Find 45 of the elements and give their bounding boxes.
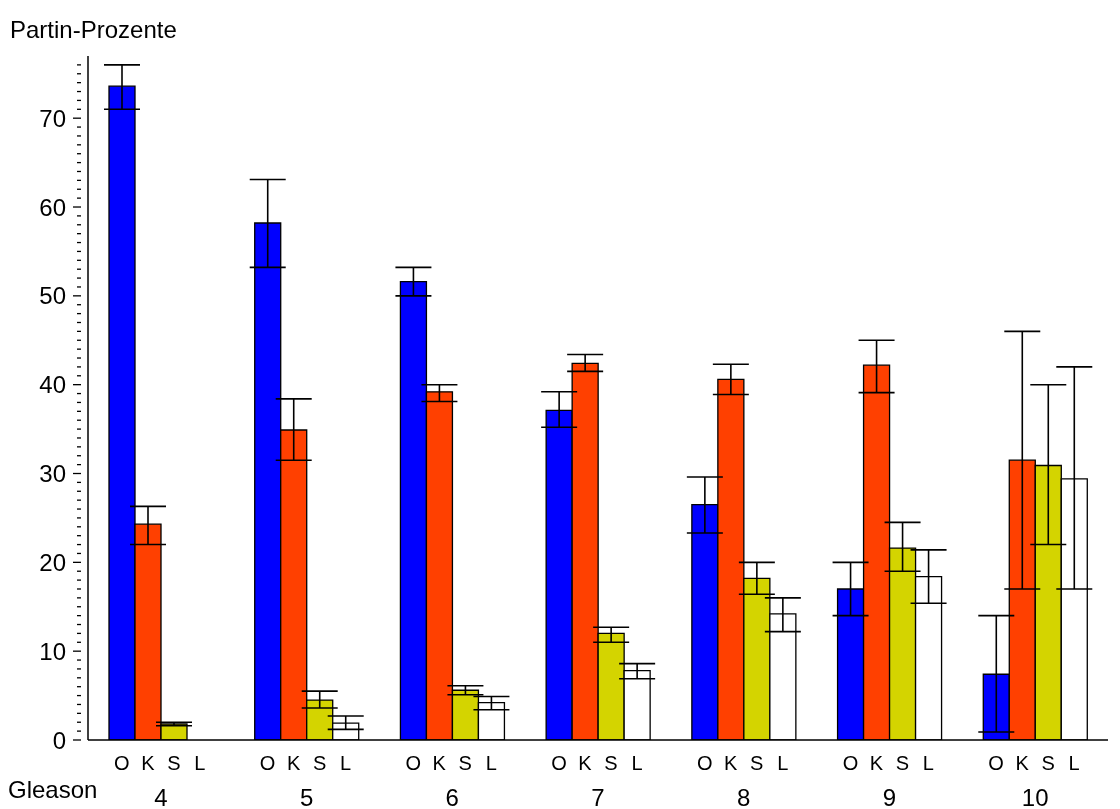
x-tick-label: 10: [1021, 784, 1049, 809]
text: O: [259, 752, 276, 774]
text: O: [988, 752, 1004, 774]
y-tick-label: 40: [39, 371, 66, 399]
y-tick-label: 50: [39, 282, 66, 310]
text: S: [1041, 752, 1055, 774]
text: L: [1068, 752, 1080, 774]
x-tick-label: 4: [154, 784, 168, 809]
x-tick-label: 9: [882, 784, 897, 809]
text: O: [551, 752, 567, 774]
text: S: [750, 752, 764, 774]
x-axis-title: Gleason: [8, 776, 98, 804]
text: K: [432, 752, 446, 774]
series-label: S: [167, 752, 181, 774]
text: S: [895, 752, 910, 774]
x-tick-label: 5: [299, 784, 314, 809]
text: S: [458, 752, 472, 774]
x-tick-label: 7: [591, 784, 605, 809]
text: K: [578, 752, 592, 774]
y-tick-label: 0: [52, 726, 66, 754]
y-tick-label: 20: [39, 548, 66, 576]
text: S: [604, 752, 618, 774]
text: L: [777, 752, 789, 774]
text: L: [922, 752, 934, 774]
text: K: [724, 752, 738, 774]
y-tick-label: 10: [39, 637, 66, 665]
y-tick-label: 30: [39, 460, 66, 488]
text: L: [485, 752, 497, 774]
text: O: [405, 752, 422, 774]
y-axis-title: Partin-Prozente: [10, 16, 177, 44]
text: O: [696, 752, 713, 774]
x-tick-label: 6: [445, 784, 459, 809]
y-tick-label: 70: [39, 104, 66, 132]
text: O: [842, 752, 859, 774]
series-label: O: [114, 752, 130, 774]
text: K: [286, 752, 301, 774]
text: S: [312, 752, 327, 774]
series-label: K: [141, 752, 156, 774]
x-tick-label: 8: [737, 784, 751, 809]
text: L: [194, 752, 206, 774]
series-label: L: [340, 752, 352, 774]
text: K: [869, 752, 884, 774]
text: K: [1015, 752, 1029, 774]
text: L: [631, 752, 643, 774]
y-tick-label: 60: [39, 193, 66, 221]
